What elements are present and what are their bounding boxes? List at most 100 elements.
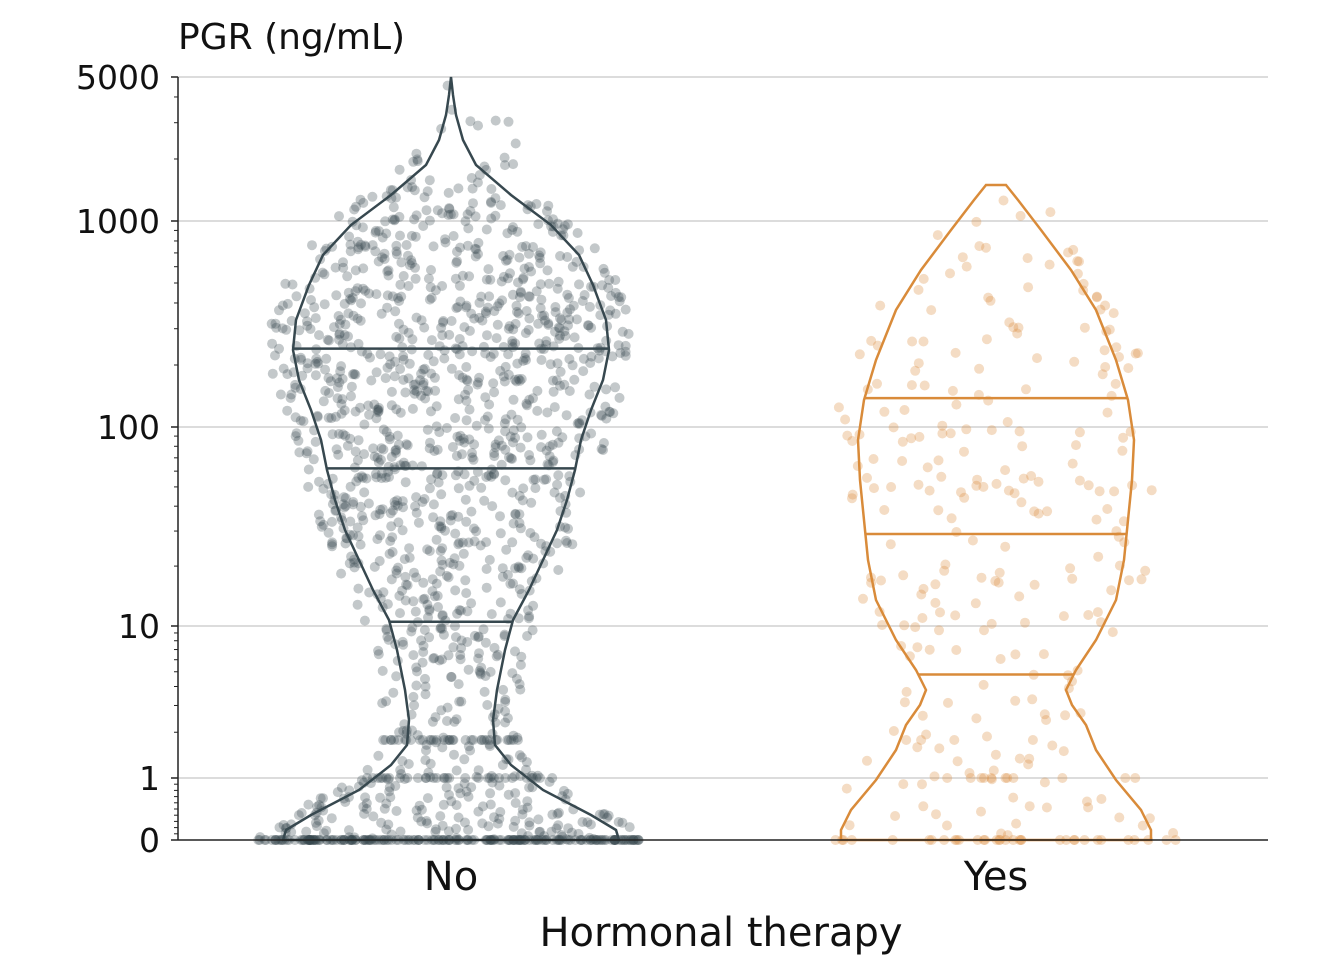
scatter-point: [515, 442, 526, 453]
scatter-point: [381, 228, 392, 239]
scatter-point: [339, 502, 350, 513]
scatter-point: [475, 667, 486, 678]
scatter-point: [492, 301, 503, 312]
scatter-point: [378, 444, 389, 455]
scatter-point: [293, 435, 304, 446]
scatter-point: [451, 257, 462, 268]
scatter-point: [291, 428, 302, 439]
scatter-point: [521, 306, 532, 316]
scatter-point: [555, 330, 565, 341]
scatter-point: [350, 446, 361, 457]
scatter-point: [1083, 480, 1094, 491]
scatter-point: [435, 546, 446, 556]
scatter-point: [932, 230, 943, 241]
scatter-point: [436, 705, 447, 716]
scatter-point: [391, 447, 401, 458]
scatter-point: [322, 334, 333, 345]
scatter-point: [395, 364, 406, 374]
scatter-point: [512, 414, 523, 425]
scatter-point: [1109, 486, 1120, 497]
scatter-point: [460, 216, 471, 227]
scatter-point: [443, 735, 453, 745]
scatter-point: [901, 686, 912, 697]
scatter-point: [490, 442, 501, 453]
scatter-point: [313, 358, 324, 369]
scatter-point: [479, 686, 490, 697]
scatter-point: [435, 811, 446, 822]
scatter-point: [897, 436, 908, 447]
scatter-point: [419, 363, 430, 374]
scatter-point: [482, 773, 493, 783]
scatter-point: [448, 642, 459, 653]
scatter-point: [485, 799, 496, 810]
scatter-point: [426, 335, 437, 346]
scatter-point: [403, 327, 414, 338]
scatter-point: [399, 554, 410, 565]
scatter-point: [971, 480, 982, 491]
scatter-point: [454, 334, 465, 344]
scatter-point: [1012, 328, 1023, 339]
scatter-point: [374, 556, 385, 566]
scatter-point: [461, 588, 472, 599]
scatter-point: [1021, 384, 1031, 395]
scatter-point: [455, 788, 466, 799]
scatter-point: [566, 827, 577, 838]
scatter-point: [526, 497, 537, 508]
scatter-point: [615, 348, 626, 358]
scatter-point: [456, 643, 467, 654]
scatter-point: [543, 215, 553, 226]
scatter-point: [450, 621, 460, 631]
scatter-point: [436, 521, 447, 532]
scatter-point: [515, 523, 526, 534]
scatter-point: [1102, 407, 1113, 418]
scatter-point: [520, 348, 531, 359]
scatter-point: [461, 415, 472, 426]
scatter-point: [1058, 611, 1069, 622]
scatter-point: [979, 773, 990, 783]
scatter-point: [616, 292, 627, 303]
scatter-point: [1027, 694, 1038, 705]
scatter-point: [377, 252, 388, 263]
scatter-point: [394, 296, 405, 306]
scatter-point: [613, 292, 624, 302]
scatter-point: [310, 313, 321, 324]
scatter-point: [434, 655, 445, 666]
scatter-point: [290, 431, 301, 442]
scatter-point: [323, 412, 334, 423]
scatter-point: [370, 510, 381, 521]
scatter-point: [394, 318, 404, 329]
scatter-point: [494, 813, 505, 824]
scatter-point: [910, 365, 921, 376]
scatter-point: [1096, 794, 1107, 804]
scatter-point: [395, 765, 406, 775]
scatter-point: [397, 525, 408, 536]
scatter-point: [350, 265, 361, 276]
scatter-point: [477, 735, 487, 745]
scatter-point: [511, 673, 522, 684]
scatter-point: [424, 605, 435, 616]
scatter-point: [422, 424, 433, 435]
scatter-point: [559, 785, 569, 796]
scatter-point: [352, 313, 363, 324]
scatter-point: [451, 800, 462, 811]
scatter-point: [950, 610, 961, 621]
scatter-point: [504, 321, 515, 332]
scatter-point: [508, 159, 519, 170]
scatter-point: [495, 528, 506, 539]
scatter-point: [604, 275, 615, 285]
scatter-point: [327, 541, 338, 552]
scatter-point: [508, 735, 519, 745]
scatter-point: [510, 508, 521, 519]
scatter-point: [428, 773, 439, 783]
scatter-point: [910, 622, 921, 633]
scatter-point: [952, 756, 963, 767]
scatter-point: [454, 280, 465, 291]
scatter-point: [359, 808, 370, 819]
scatter-point: [563, 293, 574, 303]
scatter-point: [424, 443, 435, 454]
scatter-point: [410, 606, 421, 617]
scatter-point: [387, 547, 398, 557]
scatter-point: [463, 664, 474, 675]
scatter-point: [982, 731, 992, 742]
scatter-point: [574, 279, 584, 290]
